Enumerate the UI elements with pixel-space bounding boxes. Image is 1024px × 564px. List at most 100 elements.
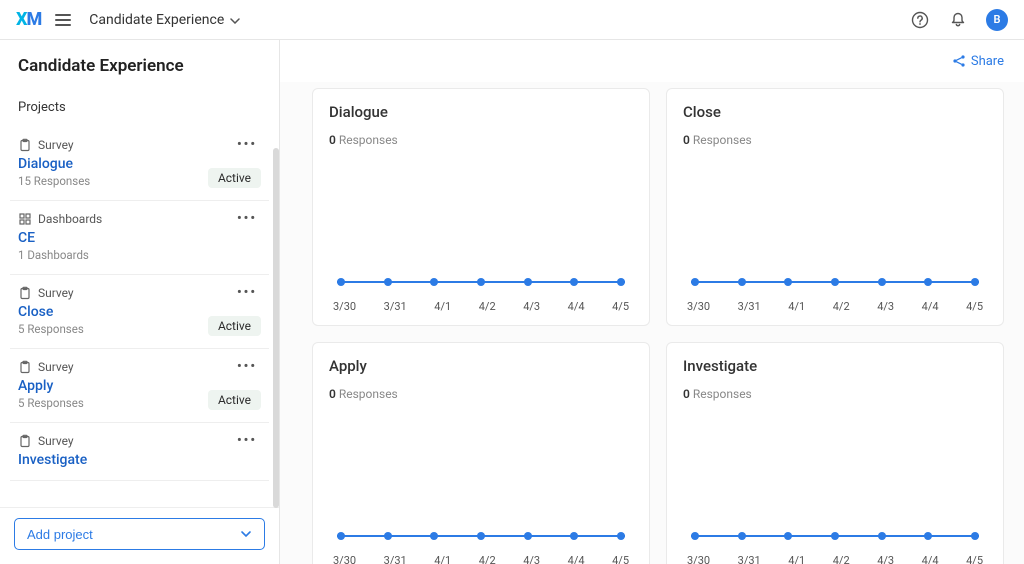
chart-xtick: 4/4 (568, 300, 585, 313)
chart-title: Dialogue (329, 103, 633, 121)
avatar-initial: B (994, 13, 1001, 26)
project-item-menu[interactable]: ••• (233, 211, 261, 226)
chart-xtick: 3/30 (687, 554, 710, 564)
menu-icon[interactable] (55, 14, 71, 26)
chart-response-count: 0 Responses (683, 387, 987, 401)
project-subtitle: 1 Dashboards (18, 248, 261, 262)
project-item[interactable]: Dashboards ••• CE 1 Dashboards (10, 201, 269, 275)
project-type-label: Survey (38, 286, 74, 300)
share-icon (952, 54, 966, 68)
project-name-link[interactable]: CE (18, 230, 261, 246)
chart-card: Dialogue0 Responses3/303/314/14/24/34/44… (312, 88, 650, 326)
notifications-icon[interactable] (948, 10, 968, 30)
breadcrumb-label: Candidate Experience (89, 12, 224, 28)
share-label: Share (971, 54, 1004, 69)
chart-xtick: 3/30 (333, 554, 356, 564)
chart-xtick: 4/3 (877, 554, 894, 564)
chart-marker (477, 278, 485, 286)
chart-marker (384, 278, 392, 286)
chart-cards-grid: Dialogue 0 Responses 3/30 3/31 4/1 4/2 4/3 4/4 4… (280, 82, 1024, 564)
chart-marker (738, 278, 746, 286)
chart-xtick: 4/4 (922, 554, 939, 564)
chart-marker (337, 278, 345, 286)
chart-marker (924, 532, 932, 540)
topbar: XM Candidate Experience B (0, 0, 1024, 40)
chart-xtick: 3/31 (738, 554, 761, 564)
project-item-menu[interactable]: ••• (233, 433, 261, 448)
chart-marker (971, 278, 979, 286)
line-chart (683, 514, 987, 554)
chart-marker (924, 278, 932, 286)
share-button[interactable]: Share (952, 54, 1004, 69)
chart-xtick: 4/5 (966, 554, 983, 564)
chart-xtick: 4/3 (523, 300, 540, 313)
chart-response-count: 0 Responses (329, 387, 633, 401)
chart-xtick: 4/3 (523, 554, 540, 564)
project-item-menu[interactable]: ••• (233, 285, 261, 300)
chart-marker (691, 278, 699, 286)
clipboard-icon (18, 360, 32, 374)
chart-marker (477, 532, 485, 540)
project-type-label: Survey (38, 434, 74, 448)
chart-xticks: 3/30 3/31 4/1 4/2 4/3 4/4 4/5 (683, 300, 987, 317)
chart-xtick: 4/2 (833, 554, 850, 564)
project-type-label: Dashboards (38, 212, 102, 226)
chart-xtick: 4/4 (922, 300, 939, 313)
logo-letter-m: M (26, 9, 41, 30)
project-item[interactable]: Survey ••• Investigate (10, 423, 269, 481)
line-chart (329, 514, 633, 554)
chart-marker (430, 532, 438, 540)
chart-marker (337, 532, 345, 540)
sidebar-scrollbar[interactable] (273, 148, 279, 508)
chevron-down-icon (230, 18, 240, 24)
clipboard-icon (18, 434, 32, 448)
project-name-link[interactable]: Investigate (18, 452, 261, 468)
chart-response-count: 0 Responses (683, 133, 987, 147)
chart-xtick: 4/5 (966, 300, 983, 313)
chart-xtick: 4/4 (568, 554, 585, 564)
chart-xticks: 3/303/314/14/24/34/44/5 (329, 554, 633, 564)
breadcrumb-dropdown[interactable]: Candidate Experience (89, 12, 240, 28)
projects-section-label: Projects (0, 82, 279, 121)
main-content: Share Dialogue 0 Responses 3/30 3/31 4/1 4/2 4… (280, 40, 1024, 564)
status-badge: Active (208, 168, 261, 188)
project-item[interactable]: Survey•••Apply5 ResponsesActive (10, 349, 269, 423)
project-item[interactable]: Survey•••Dialogue15 ResponsesActive (10, 127, 269, 201)
chart-marker (524, 532, 532, 540)
status-badge: Active (208, 390, 261, 410)
status-badge: Active (208, 316, 261, 336)
avatar[interactable]: B (986, 9, 1008, 31)
chart-xtick: 4/1 (788, 300, 805, 313)
chart-marker (430, 278, 438, 286)
chart-marker (831, 278, 839, 286)
chart-title: Close (683, 103, 987, 121)
chart-xtick: 4/1 (788, 554, 805, 564)
chart-card: Investigate 0 Responses 3/30 3/31 4/1 4/2 4/3 4… (666, 342, 1004, 564)
chart-response-count: 0 Responses (329, 133, 633, 147)
project-item-menu[interactable]: ••• (233, 137, 261, 152)
chart-card: Apply0 Responses3/303/314/14/24/34/44/5 (312, 342, 650, 564)
chart-xtick: 4/2 (479, 554, 496, 564)
help-icon[interactable] (910, 10, 930, 30)
project-list: Survey•••Dialogue15 ResponsesActiveDashb… (0, 121, 279, 507)
chart-xticks: 3/30 3/31 4/1 4/2 4/3 4/4 4/5 (683, 554, 987, 564)
chart-title: Apply (329, 357, 633, 375)
chart-marker (691, 532, 699, 540)
chart-marker (617, 278, 625, 286)
chart-xtick: 4/2 (833, 300, 850, 313)
chart-marker (784, 532, 792, 540)
chart-xtick: 3/31 (384, 300, 407, 313)
chart-title: Investigate (683, 357, 987, 375)
chart-marker (570, 532, 578, 540)
project-item-menu[interactable]: ••• (233, 359, 261, 374)
chart-xtick: 4/3 (877, 300, 894, 313)
chart-marker (878, 532, 886, 540)
chart-marker (524, 278, 532, 286)
chart-xtick: 3/31 (738, 300, 761, 313)
add-project-button[interactable]: Add project (14, 518, 265, 550)
chart-xtick: 3/30 (687, 300, 710, 313)
topbar-right: B (910, 9, 1008, 31)
chart-marker (971, 532, 979, 540)
project-item[interactable]: Survey•••Close5 ResponsesActive (10, 275, 269, 349)
chart-xtick: 4/1 (434, 300, 451, 313)
